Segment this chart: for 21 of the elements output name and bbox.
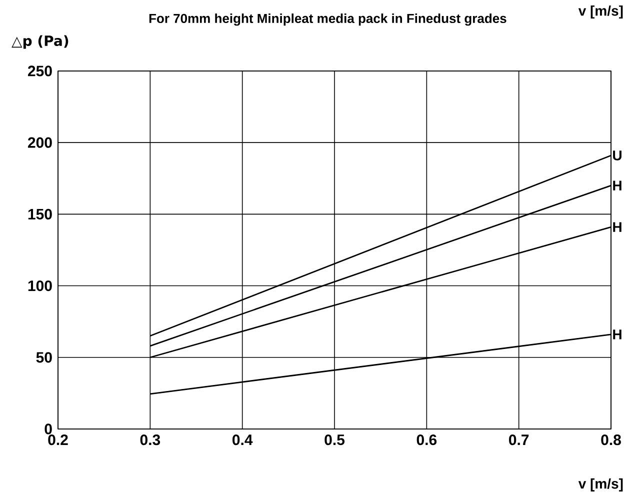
chart-title: For 70mm height Minipleat media pack in Finedust grades <box>149 14 506 26</box>
series-label: U <box>613 150 622 160</box>
x-tick-label: 0.2 <box>48 434 68 446</box>
y-tick-label: 150 <box>28 208 52 220</box>
series-label: H <box>613 330 622 340</box>
x-tick-label: 0.4 <box>232 434 253 446</box>
x-tick-label: 0.5 <box>324 434 345 446</box>
y-tick-label: 100 <box>28 280 52 292</box>
series-label: H <box>613 180 622 190</box>
x-axis-title: v [m/s] <box>578 478 623 492</box>
y-axis-title: △p (Pa) <box>12 35 68 49</box>
y-tick-label: 200 <box>28 137 52 148</box>
y-tick-label: 50 <box>36 352 52 363</box>
y-tick-label: 250 <box>28 66 52 76</box>
series-label: H <box>613 222 622 232</box>
y-tick-label: 0 <box>44 424 52 434</box>
x-tick-label: 0.7 <box>509 434 529 446</box>
x-tick-label: 0.8 <box>601 434 621 446</box>
text: v [m/s] <box>578 6 623 19</box>
x-tick-label: 0.6 <box>416 434 437 446</box>
x-tick-label: 0.3 <box>140 434 160 446</box>
